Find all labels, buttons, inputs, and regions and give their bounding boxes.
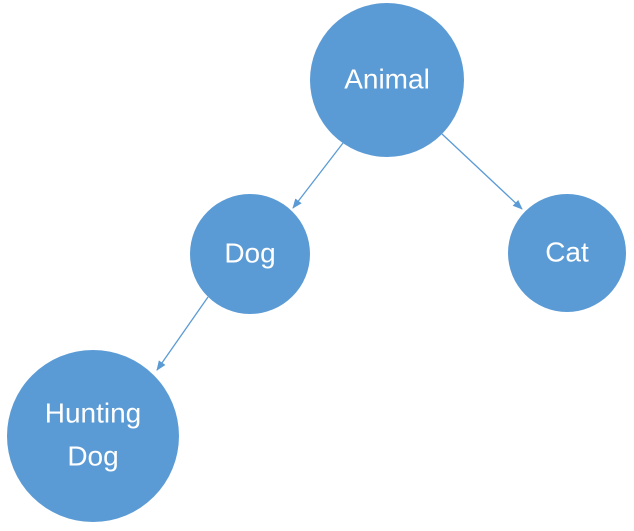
node-hunting-dog-circle <box>7 350 179 522</box>
node-cat: Cat <box>508 194 626 312</box>
node-animal-label: Animal <box>344 63 430 94</box>
edge-dog-to-hunting-dog <box>156 296 209 371</box>
node-cat-label: Cat <box>545 236 589 267</box>
edge-animal-to-cat <box>441 133 523 210</box>
node-dog-circle <box>190 194 310 314</box>
node-animal: Animal <box>310 3 464 157</box>
node-dog-label: Dog <box>224 237 275 268</box>
node-dog: Dog <box>190 194 310 314</box>
node-animal-circle <box>310 3 464 157</box>
node-hunting-dog-label-line2: Dog <box>67 440 118 471</box>
node-cat-circle <box>508 194 626 312</box>
node-hunting-dog-label-line1: Hunting <box>45 397 142 428</box>
node-hunting-dog: Hunting Dog <box>7 350 179 522</box>
edge-animal-to-dog <box>292 142 344 209</box>
